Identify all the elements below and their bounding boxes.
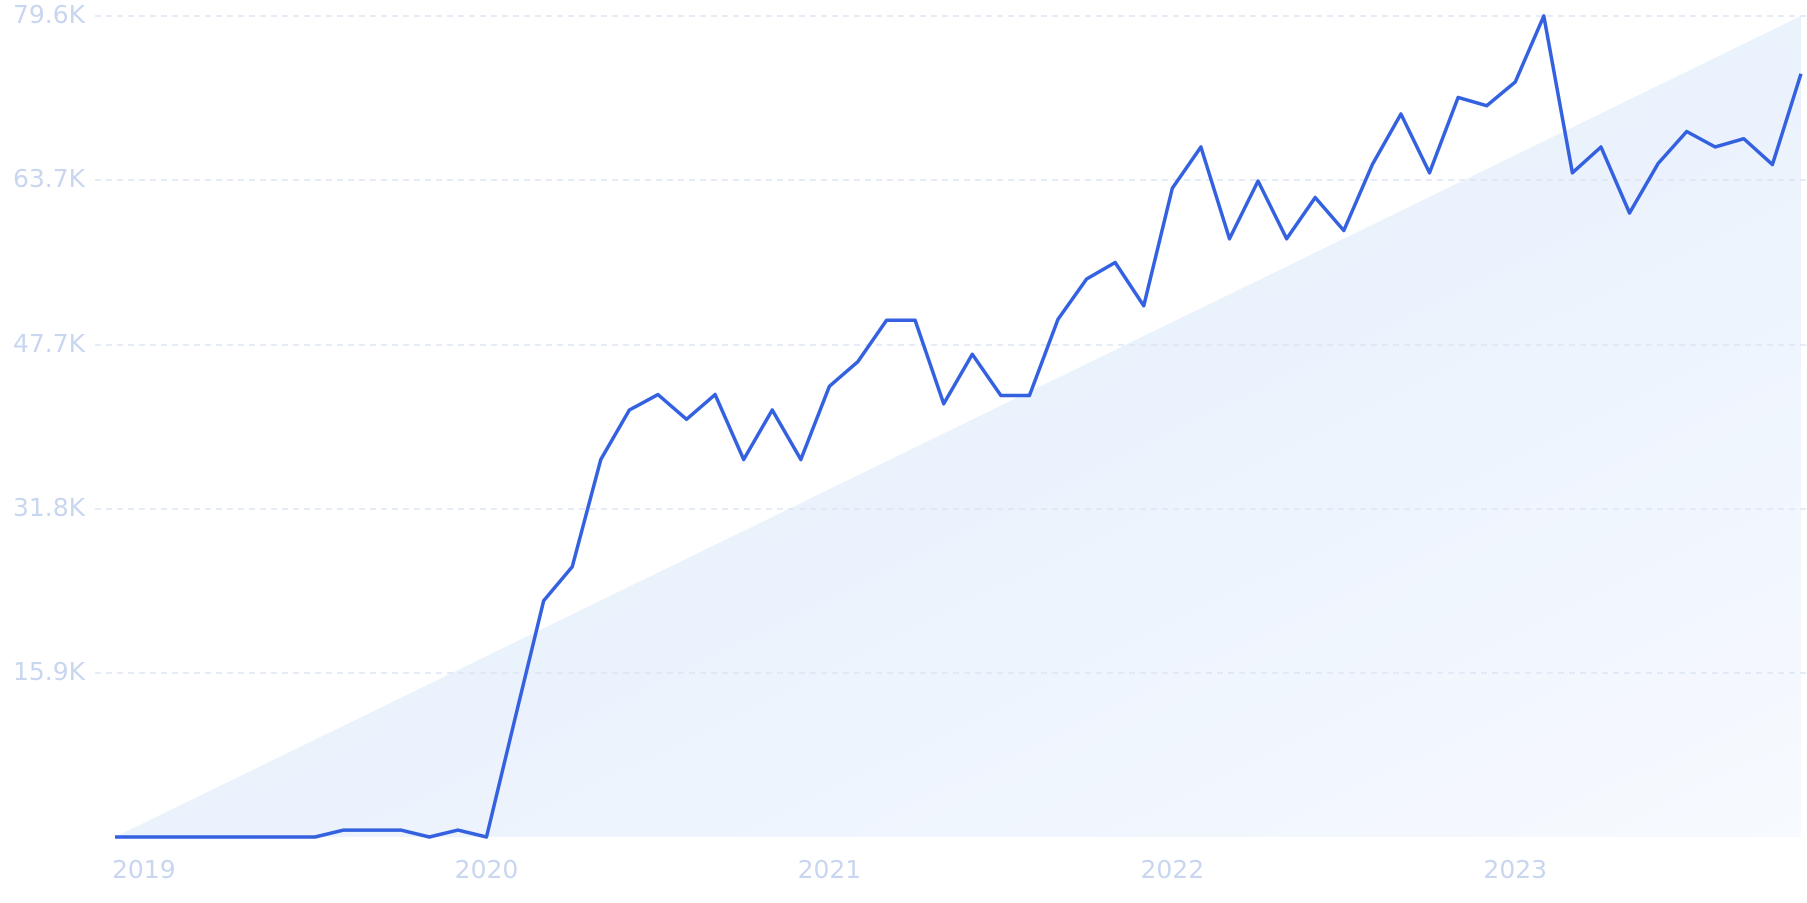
x-tick-label: 2019 [112, 855, 176, 884]
x-tick-label: 2020 [455, 855, 519, 884]
trend-area [115, 16, 1801, 837]
line-series [115, 14, 1803, 839]
y-tick-label: 47.7K [13, 329, 86, 358]
x-tick-label: 2022 [1141, 855, 1205, 884]
y-tick-label: 15.9K [13, 657, 86, 686]
y-tick-label: 63.7K [13, 164, 86, 193]
y-tick-label: 79.6K [13, 0, 86, 29]
plot: 15.9K 31.8K 47.7K 63.7K 79.6K 2019 2020 2021 202… [13, 0, 1807, 884]
y-tick-label: 31.8K [13, 493, 86, 522]
x-tick-label: 2021 [798, 855, 862, 884]
x-tick-label: 2023 [1483, 855, 1547, 884]
